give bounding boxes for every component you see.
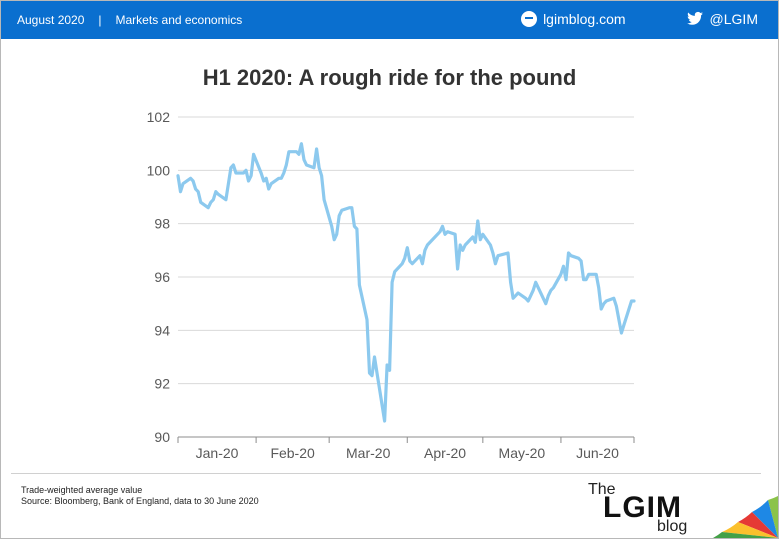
header-section-link[interactable]: Markets and economics xyxy=(115,13,243,27)
site-link[interactable]: lgimblog.com xyxy=(521,11,626,27)
twitter-handle: @LGIM xyxy=(709,11,758,27)
y-tick-label: 98 xyxy=(154,216,170,232)
y-axis-ticks: 90 92 94 96 98 100 102 xyxy=(147,109,171,445)
logo-wordmark: LGIM xyxy=(603,491,682,524)
header-bar: August 2020 | Markets and economics lgim… xyxy=(1,1,778,39)
header-left: August 2020 | Markets and economics xyxy=(17,13,242,27)
chart-svg: 90 92 94 96 98 100 102 Jan-20 Feb-20 Mar-20 Apr-2… xyxy=(147,109,636,461)
x-tick-label: Mar-20 xyxy=(346,445,391,461)
header-separator: | xyxy=(98,13,102,27)
y-tick-label: 102 xyxy=(147,109,171,125)
site-label: lgimblog.com xyxy=(543,11,626,27)
chat-icon xyxy=(521,11,538,27)
y-tick-label: 90 xyxy=(154,429,170,445)
chart-title: H1 2020: A rough ride for the pound xyxy=(202,65,577,90)
footer-note: Trade-weighted average value xyxy=(21,485,143,495)
x-tick-label: May-20 xyxy=(499,445,546,461)
umbrella-logo-icon xyxy=(713,496,778,538)
twitter-link[interactable]: @LGIM xyxy=(686,11,758,27)
x-tick-label: Jun-20 xyxy=(576,445,619,461)
y-tick-label: 92 xyxy=(154,376,170,392)
footer-source: Source: Bloomberg, Bank of England, data… xyxy=(21,496,259,506)
y-tick-label: 100 xyxy=(147,162,171,178)
footer-divider xyxy=(11,473,761,474)
x-tick-label: Jan-20 xyxy=(196,445,239,461)
chart-grid xyxy=(178,116,634,385)
y-tick-label: 96 xyxy=(154,269,170,285)
logo-the: The xyxy=(588,481,616,498)
header-date: August 2020 xyxy=(17,13,85,27)
x-axis: Jan-20 Feb-20 Mar-20 Apr-20 May-20 Jun-20 xyxy=(177,436,635,461)
y-tick-label: 94 xyxy=(154,322,170,338)
x-tick-label: Feb-20 xyxy=(270,445,315,461)
x-tick-label: Apr-20 xyxy=(424,445,466,461)
series-group xyxy=(176,142,636,423)
header-right: lgimblog.com @LGIM xyxy=(521,11,758,27)
bird-icon xyxy=(686,11,703,25)
series-line xyxy=(176,142,636,423)
logo-blog: blog xyxy=(657,518,688,535)
